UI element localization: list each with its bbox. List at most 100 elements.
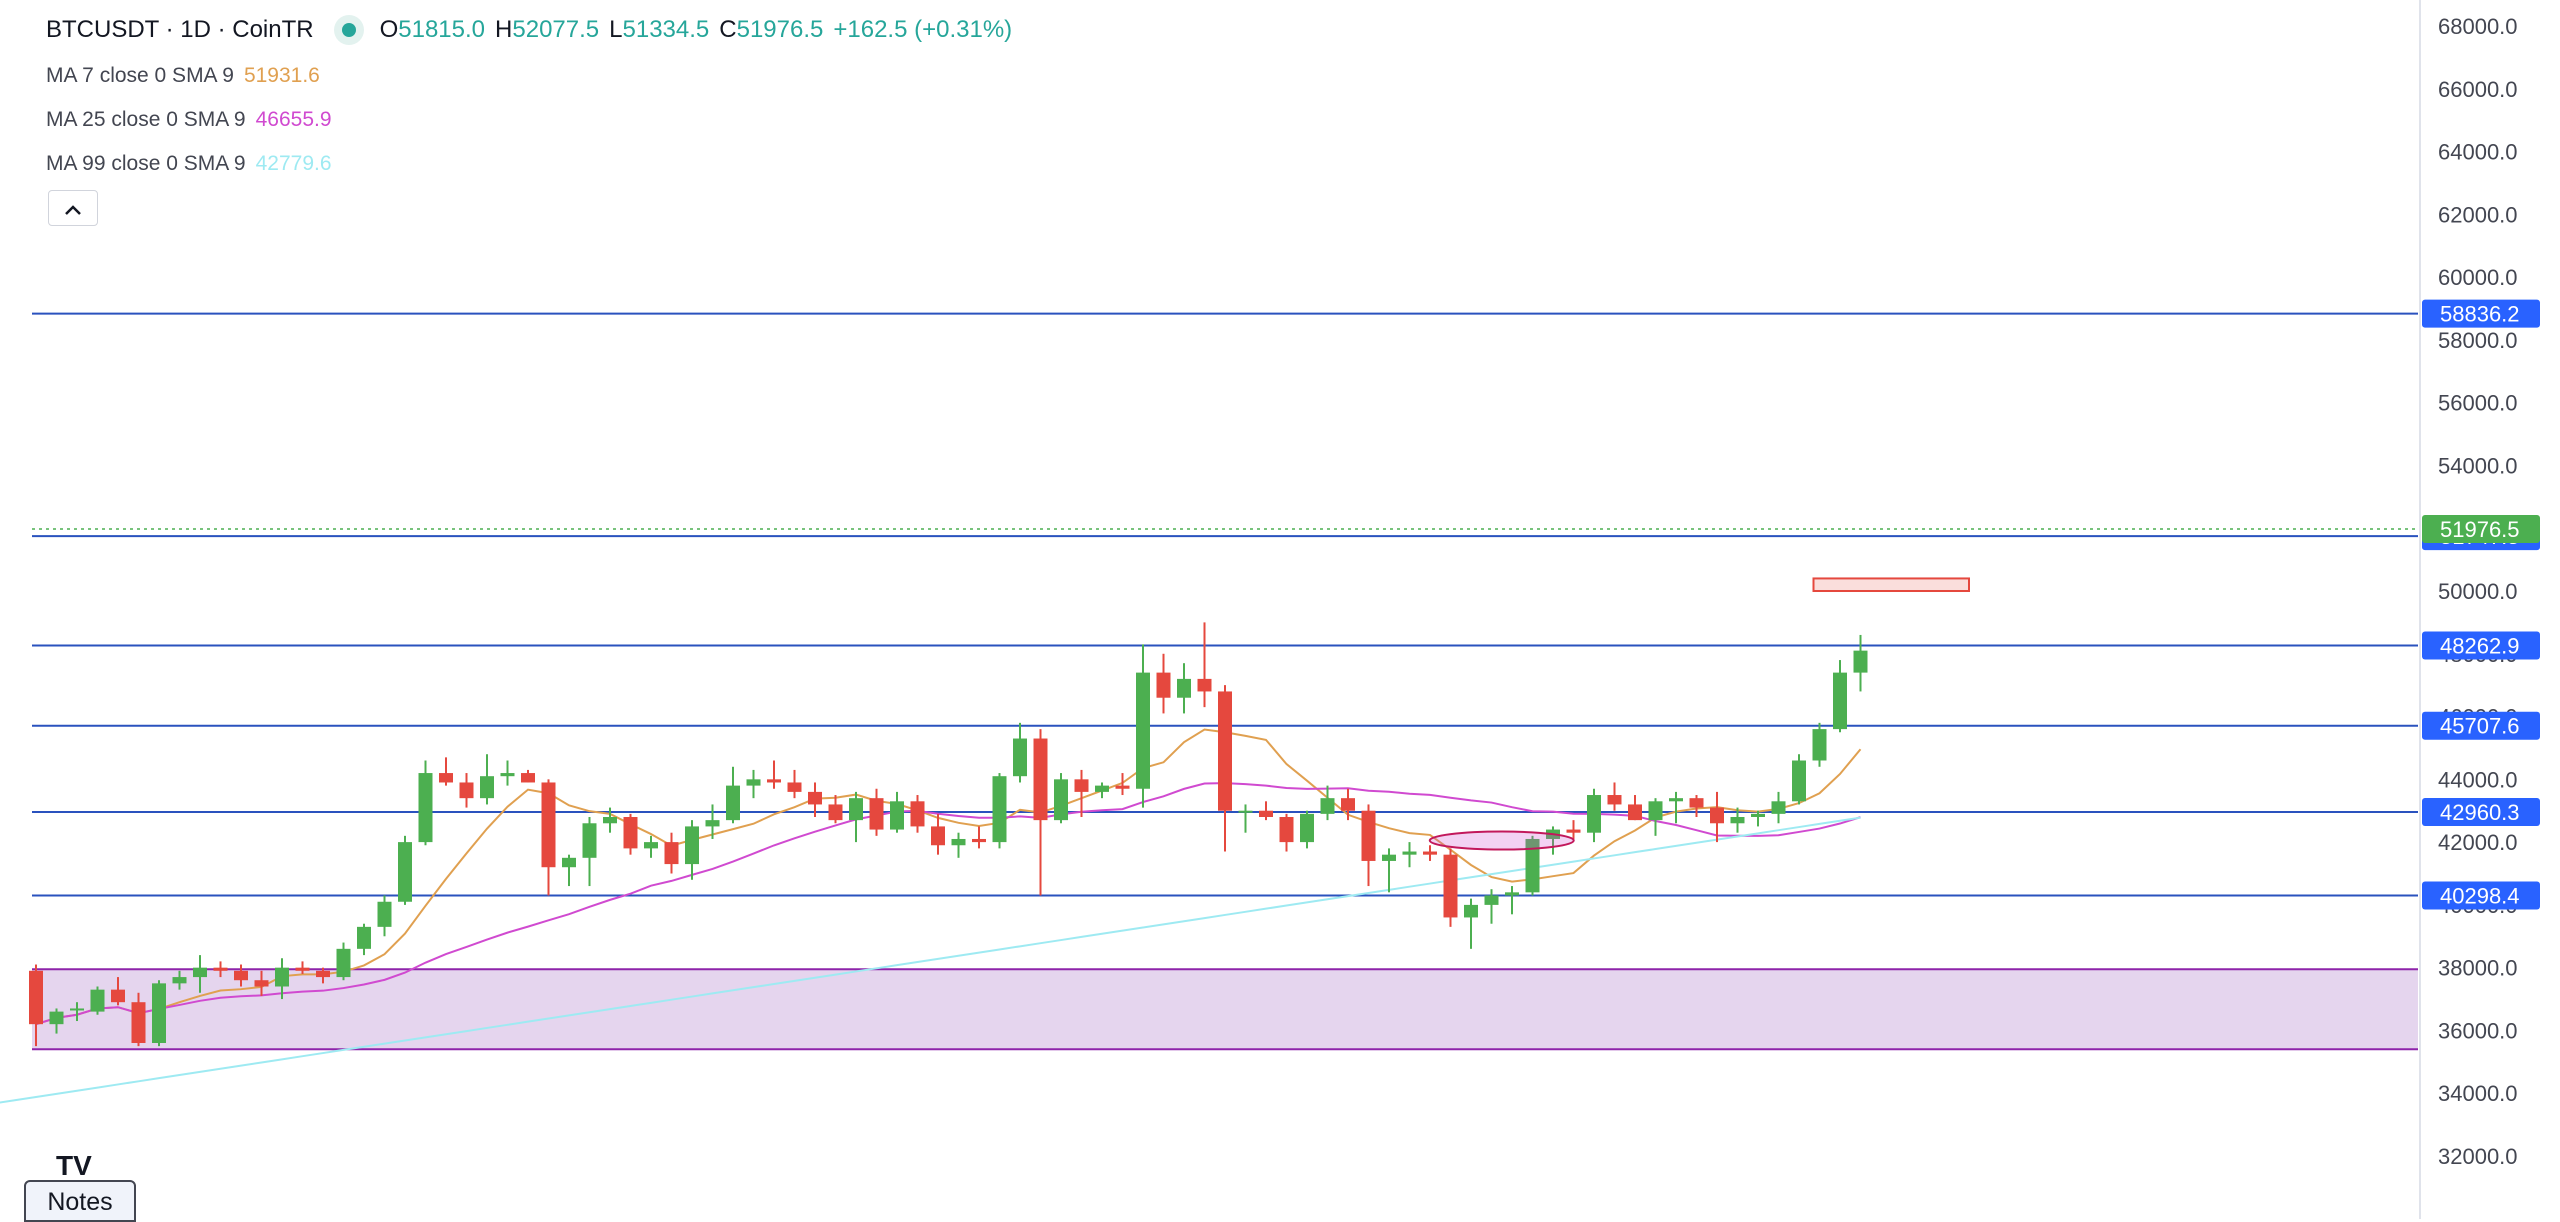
candle-27 — [582, 817, 597, 887]
candle-54 — [1136, 644, 1150, 808]
ohlc-low: L51334.5 — [609, 16, 710, 43]
ohlc-close: C51976.5 — [719, 16, 824, 43]
candle-56 — [1177, 663, 1191, 714]
candle-body-51 — [1074, 779, 1089, 792]
candle-body-19 — [418, 773, 433, 843]
candle-body-36 — [767, 779, 781, 783]
candle-13 — [295, 961, 310, 974]
level-tag-0-bg — [2422, 299, 2540, 328]
candle-body-70 — [1464, 904, 1478, 918]
candle-66 — [1382, 848, 1396, 893]
notes-button[interactable]: Notes — [24, 1180, 136, 1222]
y-tick-label: 42000.0 — [2438, 830, 2518, 855]
candle-71 — [1484, 889, 1499, 924]
candle-6 — [152, 980, 166, 1047]
symbol-legend: BTCUSDT · 1D · CoinTR O51815.0 H52077.5 L51… — [46, 16, 1022, 44]
candle-84 — [1751, 810, 1765, 827]
candle-18 — [398, 835, 412, 905]
candle-47 — [992, 773, 1007, 849]
y-tick-label: 66000.0 — [2438, 77, 2518, 102]
candle-body-72 — [1505, 892, 1519, 896]
candle-body-38 — [808, 791, 822, 805]
ma25-value: 46655.9 — [255, 108, 332, 131]
candle-22 — [480, 754, 494, 805]
candle-21 — [459, 773, 474, 808]
tradingview-logo[interactable]: TV — [56, 1150, 92, 1181]
y-tick-label: 56000.0 — [2438, 391, 2518, 416]
candle-body-58 — [1218, 691, 1232, 811]
candle-55 — [1156, 653, 1171, 714]
candle-30 — [644, 835, 658, 858]
ma25-legend[interactable]: MA 25 close 0 SMA 9 46655.9 — [46, 108, 332, 132]
ma25-label: MA 25 close 0 SMA 9 — [46, 108, 246, 131]
candle-63 — [1320, 785, 1335, 821]
ma99-value: 42779.6 — [255, 152, 332, 175]
y-tick-label: 62000.0 — [2438, 202, 2518, 227]
price-tags-layer: 58836.251747.548262.945707.642960.340298… — [2422, 299, 2540, 910]
collapse-legend-button[interactable] — [48, 190, 98, 226]
level-tag-2-label: 48262.9 — [2440, 634, 2520, 659]
candle-35 — [746, 769, 761, 799]
candle-3 — [90, 986, 105, 1015]
ma99-line — [0, 816, 1861, 1104]
candle-58 — [1218, 685, 1232, 852]
candle-34 — [726, 766, 740, 824]
symbol-line[interactable]: BTCUSDT · 1D · CoinTR — [46, 16, 314, 43]
candle-body-8 — [193, 967, 207, 978]
level-tag-0-label: 58836.2 — [2440, 302, 2520, 327]
candle-77 — [1607, 782, 1622, 811]
price-axis[interactable]: 32000.034000.036000.038000.040000.042000… — [2438, 14, 2518, 1169]
candle-11 — [254, 970, 269, 996]
candle-body-1 — [49, 1011, 64, 1025]
candle-body-3 — [90, 989, 105, 1012]
candle-body-64 — [1341, 798, 1355, 811]
candle-body-6 — [152, 983, 166, 1043]
candle-body-30 — [644, 842, 658, 849]
candle-body-18 — [398, 842, 412, 902]
price-change: +162.5 (+0.31%) — [833, 16, 1013, 43]
candle-body-9 — [213, 967, 228, 971]
candle-body-80 — [1669, 798, 1683, 802]
candle-body-73 — [1525, 838, 1540, 893]
candle-body-50 — [1054, 779, 1068, 821]
annotations-layer — [1428, 577, 1970, 851]
candle-23 — [500, 760, 515, 786]
candle-65 — [1361, 804, 1376, 887]
last-price-tag: 51976.5 — [2422, 514, 2540, 543]
candle-2 — [70, 1002, 84, 1022]
candle-body-41 — [869, 798, 884, 830]
candle-body-82 — [1710, 807, 1724, 824]
candle-8 — [193, 955, 207, 993]
ma7-legend[interactable]: MA 7 close 0 SMA 9 51931.6 — [46, 64, 320, 88]
ohlc-open: O51815.0 — [379, 16, 486, 43]
candle-body-4 — [111, 989, 125, 1003]
candle-29 — [623, 813, 638, 855]
y-tick-label: 64000.0 — [2438, 140, 2518, 165]
candle-57 — [1197, 622, 1212, 708]
candle-15 — [336, 942, 351, 981]
candle-64 — [1341, 788, 1355, 821]
candle-14 — [316, 967, 330, 984]
candle-62 — [1300, 810, 1314, 849]
candle-body-5 — [131, 1002, 146, 1043]
candle-37 — [787, 769, 802, 799]
candle-81 — [1689, 795, 1704, 817]
candle-body-32 — [685, 826, 699, 865]
candle-body-89 — [1853, 650, 1868, 673]
candle-body-29 — [623, 817, 638, 849]
candle-body-77 — [1607, 795, 1622, 805]
candle-body-83 — [1730, 817, 1745, 824]
candle-body-27 — [582, 823, 597, 858]
last-price-tag-bg — [2422, 514, 2540, 543]
candles-layer — [29, 622, 1868, 1047]
resistance-box — [1812, 577, 1970, 593]
y-tick-label: 36000.0 — [2438, 1018, 2518, 1043]
candle-75 — [1566, 820, 1581, 839]
candle-body-78 — [1628, 804, 1642, 821]
ma25-line — [35, 782, 1861, 1026]
ma99-legend[interactable]: MA 99 close 0 SMA 9 42779.6 — [46, 152, 332, 176]
candle-body-84 — [1751, 813, 1765, 817]
candle-body-67 — [1402, 851, 1417, 855]
candle-body-39 — [828, 804, 843, 821]
